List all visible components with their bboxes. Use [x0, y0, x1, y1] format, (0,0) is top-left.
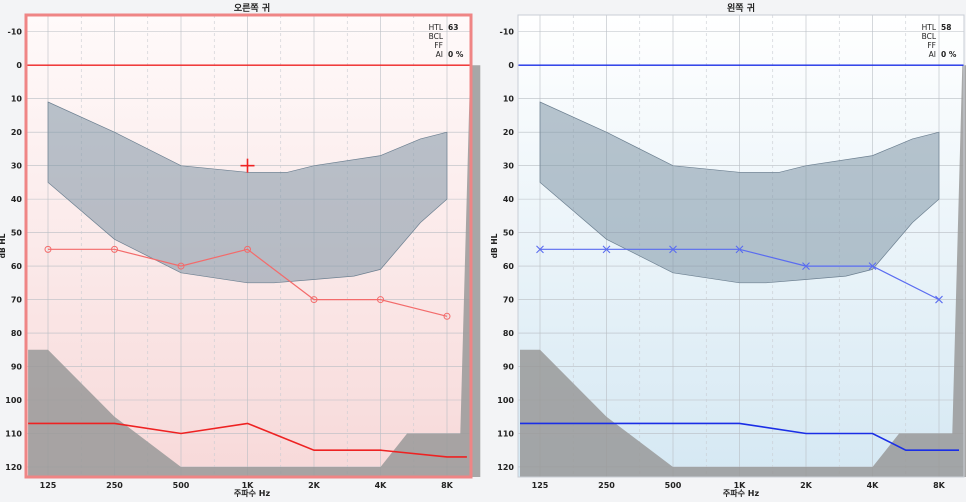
stat-label: HTL [922, 23, 937, 32]
y-tick-label: 30 [503, 162, 515, 171]
x-tick-label: 125 [40, 481, 57, 490]
x-tick-label: 2K [800, 481, 813, 490]
air-conduction-point [735, 245, 744, 254]
speech-banana-area [539, 101, 940, 284]
y-tick-label: 0 [508, 61, 514, 70]
y-tick-label: 30 [11, 162, 23, 171]
air-conduction-point [443, 312, 451, 320]
stat-value: 0 % [941, 50, 957, 59]
air-conduction-line [48, 248, 448, 317]
y-tick-label: 120 [5, 463, 22, 472]
threshold-series-line [520, 422, 959, 452]
y-tick-label: 80 [503, 329, 515, 338]
stat-label: BCL [429, 32, 444, 41]
y-tick-label: 90 [503, 363, 515, 372]
y-tick-label: 70 [503, 296, 515, 305]
y-tick-label: 70 [11, 296, 23, 305]
x-tick-label: 8K [933, 481, 946, 490]
y-tick-label: -10 [8, 28, 23, 37]
air-conduction-point [536, 245, 544, 254]
plus-marker [240, 158, 255, 173]
y-tick-label: 90 [11, 363, 23, 372]
audiogram-panel-1: -10 0 10 20 30 40 50 60 70 80 90 100 110 120 125 250 500… [490, 2, 966, 498]
stat-label: HTL [429, 23, 444, 32]
y-tick-label: 100 [5, 396, 22, 405]
y-tick-label: 80 [11, 329, 23, 338]
y-tick-label: -10 [500, 28, 515, 37]
y-tick-label: 20 [503, 128, 515, 137]
air-conduction-point [377, 296, 384, 304]
stat-label: BCL [922, 32, 937, 41]
y-tick-label: 60 [11, 262, 23, 271]
y-tick-label: 20 [11, 128, 23, 137]
stat-value: 0 % [448, 50, 464, 59]
y-axis-label: dB HL [490, 233, 499, 258]
stat-label: AI [436, 50, 443, 59]
air-conduction-point [868, 262, 877, 270]
stat-label: FF [927, 41, 936, 50]
y-tick-label: 10 [503, 95, 515, 104]
x-tick-label: 2K [308, 481, 321, 490]
output-limit-area [28, 65, 481, 477]
plot-frame [24, 13, 473, 479]
x-axis-label: 주파수 Hz [723, 488, 760, 498]
x-tick-label: 250 [106, 481, 123, 490]
air-conduction-point [935, 295, 943, 304]
y-tick-label: 110 [5, 429, 22, 438]
y-axis-label: dB HL [0, 233, 7, 258]
x-tick-label: 4K [375, 481, 388, 490]
x-tick-label: 4K [867, 481, 880, 490]
output-limit-area [520, 65, 966, 477]
air-conduction-point [177, 262, 185, 270]
stat-label: AI [929, 50, 936, 59]
air-conduction-point [669, 245, 677, 254]
air-conduction-point [111, 245, 118, 253]
x-tick-label: 500 [665, 481, 682, 490]
air-conduction-point [310, 296, 318, 304]
y-tick-label: 100 [497, 396, 514, 405]
y-tick-label: 10 [11, 95, 23, 104]
y-tick-label: 40 [503, 195, 515, 204]
x-axis-label: 주파수 Hz [234, 488, 271, 498]
x-tick-label: 8K [441, 481, 454, 490]
stat-value: 63 [448, 23, 458, 32]
y-tick-label: 50 [503, 229, 515, 238]
y-tick-label: 60 [503, 262, 515, 271]
speech-banana-area [47, 101, 448, 284]
x-tick-label: 1K [242, 481, 255, 490]
y-tick-label: 50 [11, 229, 23, 238]
x-tick-label: 1K [734, 481, 747, 490]
plot-frame [517, 14, 965, 478]
air-conduction-point [802, 262, 810, 270]
chart-title: 왼쪽 귀 [727, 2, 755, 14]
air-conduction-point [244, 245, 251, 253]
chart-title: 오른쪽 귀 [234, 2, 270, 14]
stat-value: 58 [941, 23, 951, 32]
y-tick-label: 40 [11, 195, 23, 204]
air-conduction-point [44, 245, 52, 253]
y-tick-label: 0 [16, 61, 22, 70]
y-tick-label: 110 [497, 429, 514, 438]
y-tick-label: 120 [497, 463, 514, 472]
x-tick-label: 500 [173, 481, 190, 490]
air-conduction-point [602, 245, 611, 254]
x-tick-label: 250 [598, 481, 615, 490]
threshold-series-line [28, 422, 467, 458]
x-tick-label: 125 [532, 481, 549, 490]
audiogram-panel-0: -10 0 10 20 30 40 50 60 70 80 90 100 110 120 125 250 500… [0, 2, 481, 498]
stat-label: FF [434, 41, 443, 50]
